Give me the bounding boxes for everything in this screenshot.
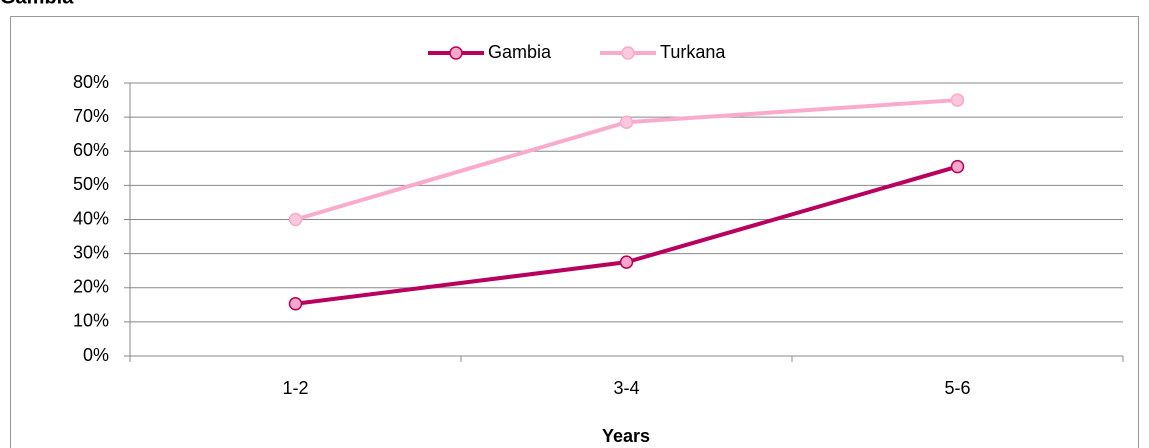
x-axis-title: Years [602,426,650,446]
y-tick-label: 50% [73,174,109,194]
point [288,297,303,311]
y-tick-label: 60% [73,140,109,160]
legend-marker [449,46,463,60]
y-tick-label: 70% [73,106,109,126]
x-tick-label: 5-6 [944,378,970,398]
y-tick-label: 20% [73,277,109,297]
x-tick-label: 3-4 [613,378,639,398]
point [619,255,634,269]
y-tick-label: 80% [73,72,109,92]
chart-frame [10,16,1139,448]
y-tick-label: 40% [73,208,109,228]
x-tick-label: 1-2 [282,378,308,398]
point [950,159,965,174]
point [288,212,303,227]
point [950,93,965,107]
y-tick-label: 10% [73,311,109,331]
legend-label: Gambia [488,42,552,62]
legend-label: Turkana [660,42,726,62]
point [619,115,634,129]
y-tick-label: 0% [83,345,109,365]
heading: Gambia [0,0,74,8]
legend-marker [621,46,635,60]
y-tick-label: 30% [73,242,109,262]
